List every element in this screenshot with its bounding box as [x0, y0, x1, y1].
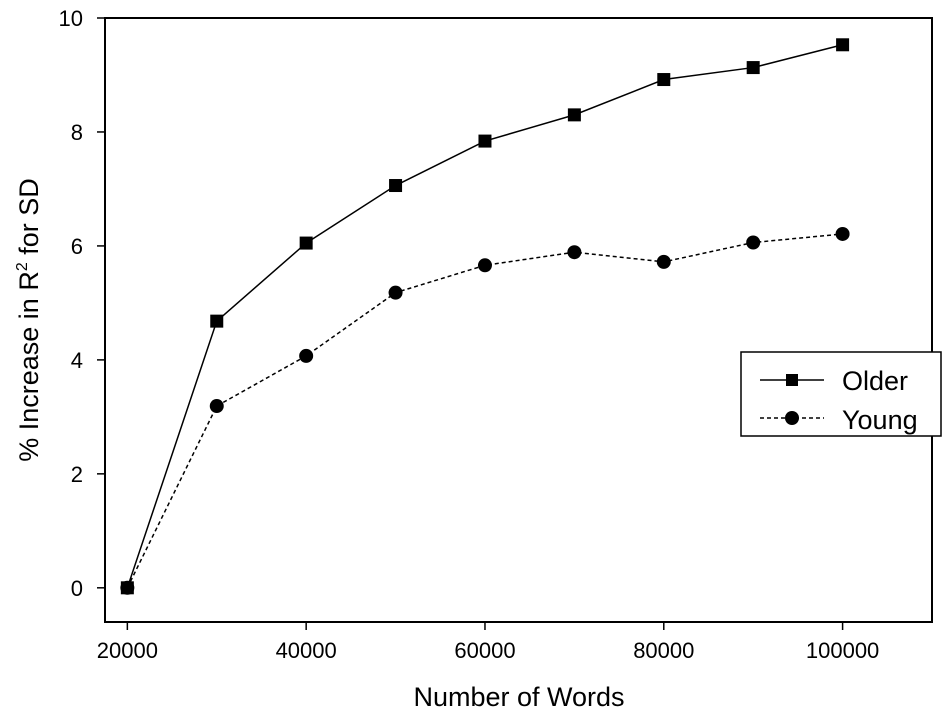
legend-label-older: Older	[842, 366, 908, 396]
x-axis: 20000 40000 60000 80000 100000	[97, 622, 879, 663]
data-point-young	[746, 235, 761, 250]
data-point-older	[299, 236, 313, 250]
y-tick-label: 4	[71, 348, 83, 373]
y-axis-title-superscript: 2	[14, 262, 31, 271]
data-point-older	[746, 61, 760, 75]
data-point-young	[567, 245, 582, 260]
series-layer	[120, 38, 850, 595]
x-tick-label: 80000	[633, 638, 694, 663]
data-point-young	[120, 580, 135, 595]
x-tick-label: 60000	[454, 638, 515, 663]
y-axis-title-suffix: for SD	[14, 178, 44, 262]
y-tick-label: 8	[71, 120, 83, 145]
y-axis-title-prefix: % Increase in R	[14, 271, 44, 462]
data-point-older	[210, 314, 224, 328]
series-line-older	[126, 44, 843, 589]
x-tick-label: 100000	[806, 638, 879, 663]
data-point-young	[209, 399, 224, 414]
y-tick-label: 0	[71, 576, 83, 601]
legend-circle-marker	[785, 411, 799, 425]
x-tick-label: 20000	[97, 638, 158, 663]
legend-square-marker	[786, 374, 798, 386]
legend-box	[740, 351, 942, 437]
series-line-young	[126, 233, 843, 589]
x-axis-title: Number of Words	[413, 682, 624, 712]
y-axis-title: % Increase in R2 for SD	[14, 178, 44, 462]
plot-frame	[104, 17, 933, 623]
x-tick-label: 40000	[276, 638, 337, 663]
data-point-young	[299, 348, 314, 363]
legend-label-young: Young	[842, 405, 918, 435]
y-tick-label: 10	[59, 6, 83, 31]
data-point-young	[835, 226, 850, 241]
data-point-older	[836, 38, 850, 52]
data-point-older	[478, 134, 492, 148]
data-point-young	[388, 285, 403, 300]
y-tick-label: 2	[71, 462, 83, 487]
data-point-young	[656, 254, 671, 269]
data-point-older	[657, 73, 671, 87]
data-point-older	[567, 108, 581, 122]
data-point-older	[389, 179, 403, 193]
data-point-young	[477, 258, 492, 273]
legend: Older Young	[740, 351, 942, 437]
y-tick-label: 6	[71, 234, 83, 259]
y-axis: 0 2 4 6 8 10	[59, 6, 105, 601]
